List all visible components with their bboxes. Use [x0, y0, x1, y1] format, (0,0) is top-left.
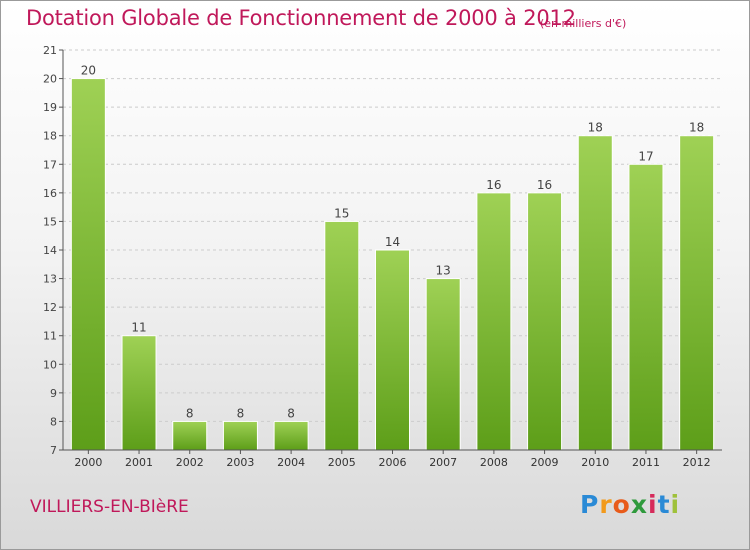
logo-letter: t: [657, 490, 671, 519]
bar: [577, 135, 613, 451]
bar-value-label: 8: [237, 406, 245, 420]
bar-value-label: 8: [287, 406, 295, 420]
x-tick-label: 2007: [429, 456, 457, 469]
bar: [476, 192, 512, 451]
chart-title: Dotation Globale de Fonctionnement de 20…: [26, 6, 576, 30]
x-tick-label: 2009: [531, 456, 559, 469]
x-tick-label: 2006: [379, 456, 407, 469]
y-tick-label: 17: [43, 158, 57, 171]
bar-value-label: 11: [131, 321, 146, 335]
x-tick-label: 2000: [74, 456, 102, 469]
bar-value-label: 13: [436, 264, 451, 278]
y-tick-label: 13: [43, 273, 57, 286]
bar-value-label: 18: [689, 121, 704, 135]
bar: [222, 420, 258, 451]
bar-value-label: 17: [638, 149, 653, 163]
bar: [628, 163, 664, 451]
labels: 7 8 9 10 11 12 13 14 15 16 17 18 19 20 21 20 2000 11 2001 8…: [43, 44, 711, 469]
y-tick-label: 16: [43, 187, 57, 200]
logo-letter: x: [630, 490, 648, 519]
axes: [59, 49, 722, 454]
bar-value-label: 20: [81, 64, 96, 78]
x-tick-label: 2001: [125, 456, 153, 469]
bar: [375, 249, 410, 451]
y-tick-label: 8: [50, 415, 57, 428]
y-tick-label: 14: [43, 244, 57, 257]
x-tick-label: 2008: [480, 456, 508, 469]
bar: [121, 335, 157, 451]
y-tick-label: 18: [43, 130, 57, 143]
logo-letter: o: [612, 490, 631, 519]
y-tick-label: 19: [43, 101, 57, 114]
logo-letter: P: [580, 490, 600, 519]
bar-value-label: 18: [588, 121, 603, 135]
y-tick-label: 21: [43, 44, 57, 57]
proxiti-logo[interactable]: Proxiti: [580, 490, 680, 519]
grid-lines: [63, 49, 722, 451]
x-tick-label: 2010: [581, 456, 609, 469]
bar: [527, 192, 563, 451]
bar: [70, 78, 106, 451]
y-tick-label: 9: [50, 387, 57, 400]
chart-unit: (en milliers d'€): [540, 17, 627, 30]
bar-value-label: 14: [385, 235, 400, 249]
bar-value-label: 15: [334, 206, 349, 220]
bar-value-label: 16: [486, 178, 501, 192]
x-tick-label: 2011: [632, 456, 660, 469]
x-tick-label: 2012: [683, 456, 711, 469]
bar: [324, 220, 360, 451]
bar: [273, 420, 309, 451]
logo-letter: r: [599, 490, 613, 519]
x-tick-label: 2003: [226, 456, 254, 469]
x-tick-label: 2004: [277, 456, 305, 469]
y-tick-label: 11: [43, 330, 57, 343]
y-tick-label: 7: [50, 444, 57, 457]
commune-name: VILLIERS-EN-BIèRE: [30, 497, 189, 517]
bar: [679, 135, 715, 451]
bar-value-label: 16: [537, 178, 552, 192]
bar: [172, 420, 208, 451]
bars: [70, 78, 715, 451]
x-tick-label: 2002: [176, 456, 204, 469]
y-tick-label: 15: [43, 215, 57, 228]
y-tick-label: 20: [43, 73, 57, 86]
y-tick-label: 12: [43, 301, 57, 314]
logo-letter: i: [670, 490, 681, 519]
bar: [425, 278, 461, 451]
y-tick-label: 10: [43, 358, 57, 371]
logo-letter: i: [648, 490, 658, 519]
x-tick-label: 2005: [328, 456, 356, 469]
bar-value-label: 8: [186, 406, 194, 420]
